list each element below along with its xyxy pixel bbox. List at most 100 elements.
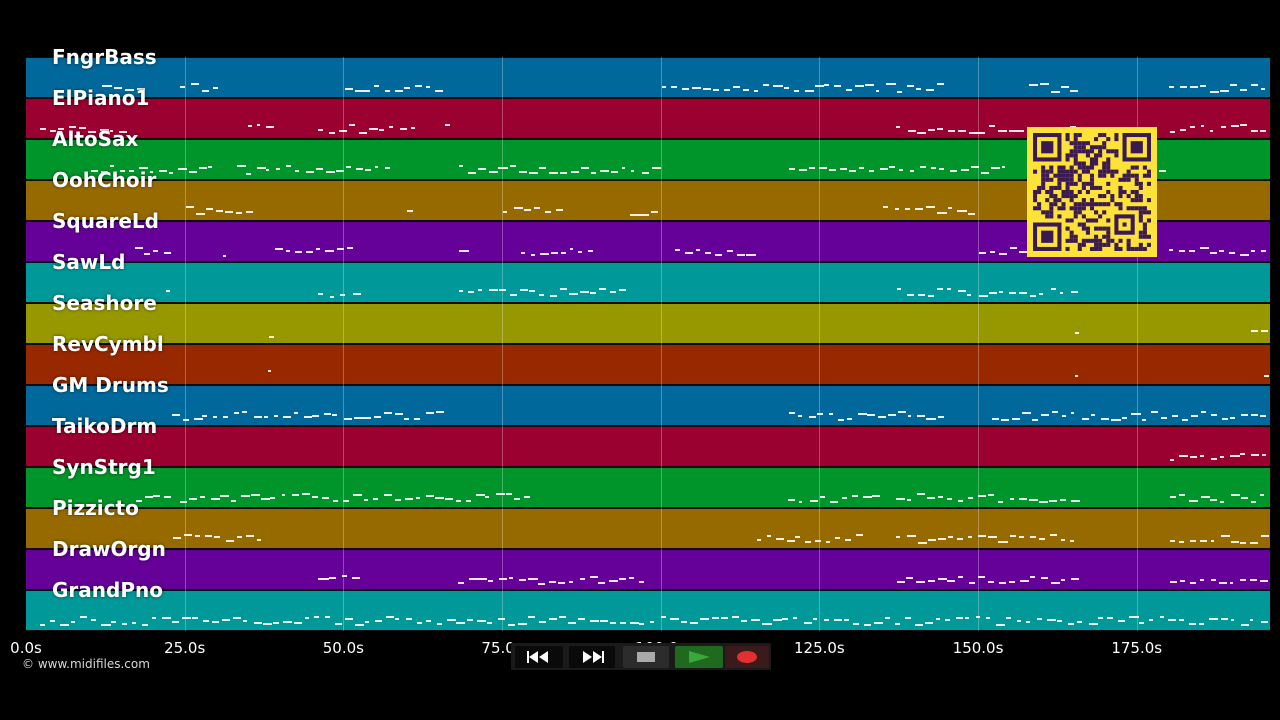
note-mark [570, 171, 580, 173]
note-mark [1199, 623, 1204, 625]
track-lane[interactable] [26, 262, 1270, 303]
note-mark [1210, 458, 1218, 460]
note-mark [555, 209, 563, 211]
note-mark [364, 499, 369, 501]
track-lane[interactable] [26, 549, 1270, 590]
note-mark [968, 582, 975, 584]
note-mark [1139, 622, 1144, 624]
note-mark [641, 172, 650, 174]
track-lane[interactable] [26, 508, 1270, 549]
note-mark [568, 581, 574, 583]
track-lane[interactable] [26, 467, 1270, 508]
note-mark [926, 206, 935, 208]
note-mark [1050, 288, 1056, 290]
note-mark [868, 170, 875, 172]
track-lane[interactable] [26, 385, 1270, 426]
note-mark [384, 90, 391, 92]
track-lane[interactable] [26, 57, 1270, 98]
note-mark [967, 536, 972, 538]
note-mark [590, 172, 597, 174]
note-mark [578, 251, 582, 253]
note-mark [949, 170, 957, 172]
note-mark [639, 623, 645, 625]
note-mark [509, 165, 516, 167]
fast-forward-button[interactable] [569, 646, 615, 668]
note-mark [162, 617, 172, 619]
record-button[interactable] [725, 646, 769, 668]
track-lane[interactable] [26, 426, 1270, 467]
note-mark [276, 168, 281, 170]
note-mark [1219, 501, 1224, 503]
note-mark [1016, 620, 1021, 622]
note-mark [1230, 455, 1240, 457]
note-mark [487, 622, 493, 624]
note-mark [1059, 499, 1066, 501]
note-mark [843, 619, 850, 621]
play-button[interactable] [675, 646, 723, 668]
note-mark [705, 252, 712, 254]
note-mark [213, 87, 218, 89]
note-mark [1029, 84, 1039, 86]
note-mark [220, 495, 229, 497]
note-mark [619, 578, 627, 580]
note-mark [938, 578, 948, 580]
note-mark [102, 85, 113, 87]
note-mark [909, 170, 914, 172]
note-mark [838, 419, 844, 421]
note-mark [538, 621, 546, 623]
note-mark [549, 581, 556, 583]
note-mark [1169, 459, 1175, 461]
note-mark [263, 416, 268, 418]
note-mark [172, 414, 180, 416]
note-mark [958, 500, 963, 502]
note-mark [1209, 130, 1214, 132]
rewind-button[interactable] [515, 646, 563, 668]
note-mark [1059, 292, 1064, 294]
note-mark [58, 128, 64, 130]
note-mark [772, 619, 782, 621]
track-lane[interactable] [26, 303, 1270, 344]
note-mark [273, 415, 279, 417]
note-mark [111, 621, 116, 623]
note-mark [256, 539, 261, 541]
note-mark [1200, 496, 1210, 498]
note-mark [1251, 330, 1259, 332]
note-mark [703, 88, 711, 90]
note-mark [844, 539, 852, 541]
note-mark [946, 498, 952, 500]
note-mark [1026, 621, 1030, 623]
note-mark [863, 624, 871, 626]
stop-button[interactable] [623, 646, 669, 668]
note-mark [988, 494, 995, 496]
note-mark [609, 580, 618, 582]
note-mark [365, 621, 370, 623]
track-lane[interactable] [26, 344, 1270, 385]
note-mark [1009, 130, 1019, 132]
note-mark [225, 540, 234, 542]
note-mark [1159, 616, 1164, 618]
note-mark [907, 130, 916, 132]
note-mark [917, 493, 926, 495]
note-mark [1230, 417, 1236, 419]
note-mark [859, 167, 864, 169]
track-lane[interactable] [26, 590, 1270, 631]
note-mark [967, 294, 971, 296]
note-mark [927, 295, 934, 297]
qr-code[interactable] [1027, 127, 1157, 257]
note-mark [540, 253, 549, 255]
note-mark [1200, 247, 1209, 249]
note-mark [143, 253, 151, 255]
note-mark [988, 536, 998, 538]
note-mark [803, 622, 812, 624]
note-mark [1189, 623, 1197, 625]
note-mark [1251, 414, 1258, 416]
note-mark [1190, 582, 1197, 584]
note-mark [1070, 291, 1078, 293]
note-mark [498, 289, 507, 291]
note-mark [395, 618, 400, 620]
note-mark [674, 249, 680, 251]
note-mark [1040, 83, 1050, 85]
note-mark [579, 578, 586, 580]
note-mark [1057, 620, 1062, 622]
note-mark [179, 501, 187, 503]
